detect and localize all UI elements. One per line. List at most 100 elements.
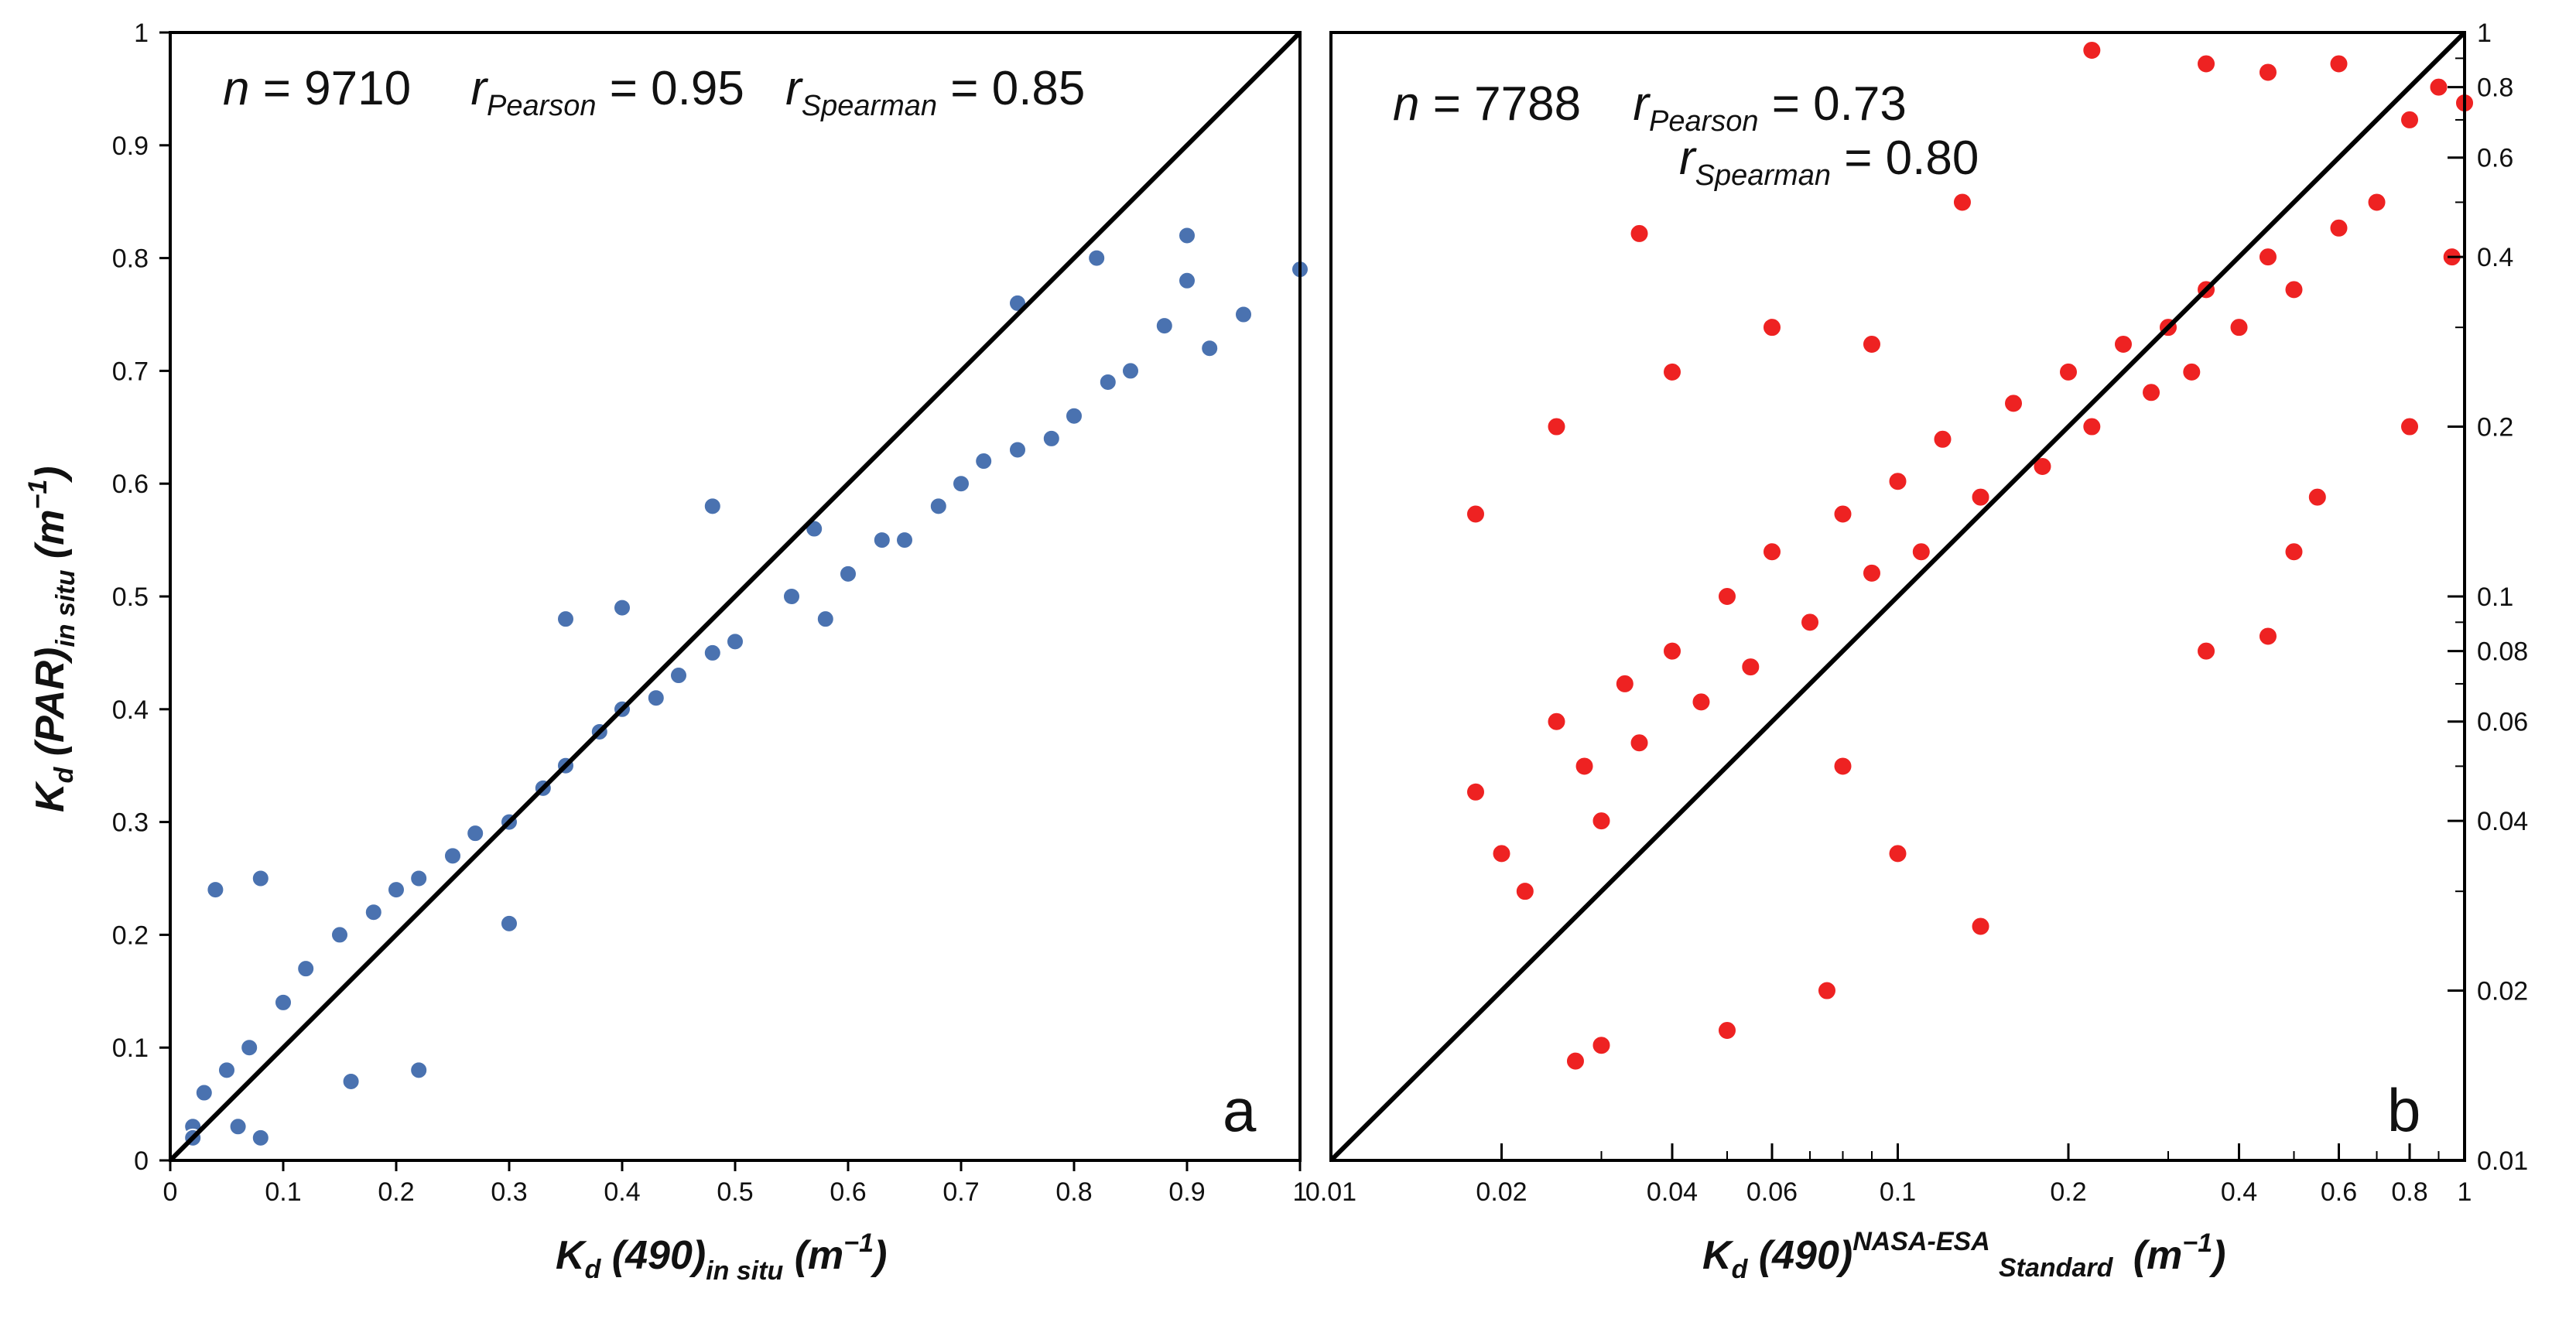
panel-a-point (726, 632, 744, 651)
panel-a-x-label-k: K (556, 1233, 587, 1278)
panel-a-point (330, 925, 349, 945)
panel-b-point (2229, 317, 2249, 338)
panel-b-point (1491, 843, 1512, 864)
panel-a-point (974, 452, 994, 471)
panel-b-point (1662, 641, 1683, 661)
panel-a-x-label-490: (490) (600, 1233, 706, 1278)
panel-b-pearson-value: = 0.73 (1759, 77, 1907, 131)
panel-b-x-tick-label: 0.2 (2050, 1177, 2086, 1207)
panel-a-r-label: r (470, 62, 488, 115)
panel-a-point (1087, 248, 1107, 268)
panel-b-point (1546, 711, 1567, 732)
panel-a-x-tick-label: 0.5 (717, 1177, 753, 1207)
panel-b-y-tick-label: 0.6 (2477, 144, 2513, 173)
panel-a-point (251, 869, 270, 888)
panel-a-y-label: Kd (PAR)in situ (m−1) (23, 466, 80, 812)
panel-b-point (1614, 673, 1635, 694)
panel-a-point (895, 531, 914, 550)
panel-a-x-tick-label: 0.1 (265, 1177, 301, 1207)
panel-a-y-axis: 0 0.1 0.2 0.3 0.4 0.5 0.6 0.7 0.8 0.9 1 (112, 19, 170, 1176)
panel-a-point (556, 610, 575, 629)
panel-a-point (251, 1128, 270, 1147)
panel-b-x-axis: 0.01 0.02 0.04 0.06 0.1 0.2 0.4 0.6 0.8 1 (1305, 1143, 2472, 1207)
panel-b-point (1591, 1035, 1612, 1056)
panel-b-y-axis: 0.01 0.02 0.04 0.06 0.08 0.1 0.2 0.4 0.6 0.8 1 (2448, 19, 2528, 1176)
panel-a-x-label-exp: −1 (843, 1228, 874, 1258)
panel-b-point (1832, 504, 1853, 524)
panel-a-x-tick-label: 0.6 (830, 1177, 866, 1207)
panel-a-point (669, 666, 688, 685)
panel-a-y-tick-label: 0.9 (112, 132, 149, 161)
panel-b-point (1887, 471, 1908, 492)
panel-b-y-tick-label: 0.2 (2477, 413, 2513, 442)
panel-a-x-label-unit: (m (783, 1233, 843, 1278)
panel-b-point (2400, 109, 2420, 130)
panel-a-y-tick-label: 0.2 (112, 921, 149, 950)
panel-a-x-label-close: ) (870, 1233, 887, 1278)
panel-a-y-tick-label: 0.6 (112, 470, 149, 499)
panel-b-x-tick-label: 0.4 (2221, 1177, 2257, 1207)
panel-b-point (2003, 393, 2024, 414)
panel-b-point (1691, 692, 1712, 712)
panel-b-x-tick-label: 0.6 (2321, 1177, 2357, 1207)
panel-b-y-tick-label: 0.02 (2477, 977, 2528, 1006)
panel-b: 0.01 0.02 0.04 0.06 0.1 0.2 0.4 0.6 0.8 1 0.010.0… (1305, 19, 2528, 1284)
panel-a-y-label-d: d (50, 766, 79, 783)
panel-b-spearman-value: = 0.80 (1831, 132, 1979, 185)
panel-b-x-label-exp: −1 (2182, 1228, 2212, 1258)
panel-b-point (1800, 612, 1821, 633)
panel-b-point (1832, 756, 1853, 777)
panel-a-point (274, 993, 292, 1012)
panel-a-point (1121, 361, 1140, 381)
panel-a-y-label-par: (PAR) (28, 647, 73, 767)
panel-a-x-axis: 0 0.1 0.2 0.3 0.4 0.5 0.6 0.7 0.8 0.9 1 (163, 1160, 1307, 1207)
panel-a-point (1008, 440, 1027, 460)
panel-a-n-value: = 9710 (249, 62, 411, 115)
panel-a-point (1200, 339, 1220, 358)
panel-b-n-value: = 7788 (1419, 77, 1581, 131)
panel-a-point (409, 1061, 429, 1080)
panel-b-point (2257, 626, 2278, 647)
panel-a-point (409, 869, 429, 888)
panel-a-y-tick-label: 0.4 (112, 695, 149, 725)
panel-b-point (2328, 53, 2349, 74)
panel-a-x-tick-label: 0.3 (491, 1177, 527, 1207)
panel-a-y-label-insitu: in situ (51, 569, 80, 647)
panel-a-pearson-sub: Pearson (487, 90, 597, 122)
panel-b-point (2328, 217, 2349, 238)
panel-a-x-tick-label: 0.9 (1168, 1177, 1205, 1207)
panel-a-one-to-one-line (168, 30, 1302, 1163)
panel-a-point (341, 1071, 361, 1091)
panel-b-one-to-one-line (1329, 30, 2467, 1163)
panel-b-point (1629, 223, 1650, 244)
panel-b-point (2082, 416, 2102, 437)
panel-b-point (1591, 811, 1612, 832)
panel-a-stats: n = 9710 rPearson = 0.95 rSpearman = 0.8… (223, 62, 1085, 122)
panel-b-point (2181, 361, 2202, 382)
panel-b-y-tick-label: 0.01 (2477, 1146, 2528, 1176)
panel-b-x-tick-label: 0.04 (1647, 1177, 1698, 1207)
panel-a-y-label-close: ) (28, 466, 73, 483)
panel-a-spearman-value: = 0.85 (937, 62, 1085, 115)
panel-b-point (2257, 247, 2278, 268)
panel-b-label: b (2387, 1076, 2420, 1144)
panel-a: 0 0.1 0.2 0.3 0.4 0.5 0.6 0.7 0.8 0.9 1 0 0.1 0.2 0.3… (23, 19, 1309, 1286)
panel-b-point (1546, 416, 1567, 437)
panel-a-y-tick-label: 0.1 (112, 1034, 149, 1063)
panel-a-label: a (1223, 1076, 1257, 1144)
panel-b-point (2058, 361, 2079, 382)
panel-a-x-tick-label: 0.2 (378, 1177, 414, 1207)
panel-b-point (1662, 361, 1683, 382)
panel-b-y-tick-label: 0.4 (2477, 243, 2513, 272)
panel-a-y-tick-label: 0 (134, 1146, 149, 1176)
panel-b-n-label: n (1393, 77, 1419, 131)
panel-a-points (183, 226, 1309, 1147)
panel-b-point (1932, 429, 1953, 449)
panel-b-point (2032, 456, 2053, 477)
panel-b-x-label-unit: (m (2122, 1233, 2182, 1278)
panel-b-point (1861, 562, 1882, 583)
panel-b-y-tick-label: 0.06 (2477, 708, 2528, 737)
panel-b-x-label-close: ) (2208, 1233, 2225, 1278)
panel-b-point (2196, 53, 2217, 74)
panel-b-x-label-490: (490) (1747, 1233, 1852, 1278)
